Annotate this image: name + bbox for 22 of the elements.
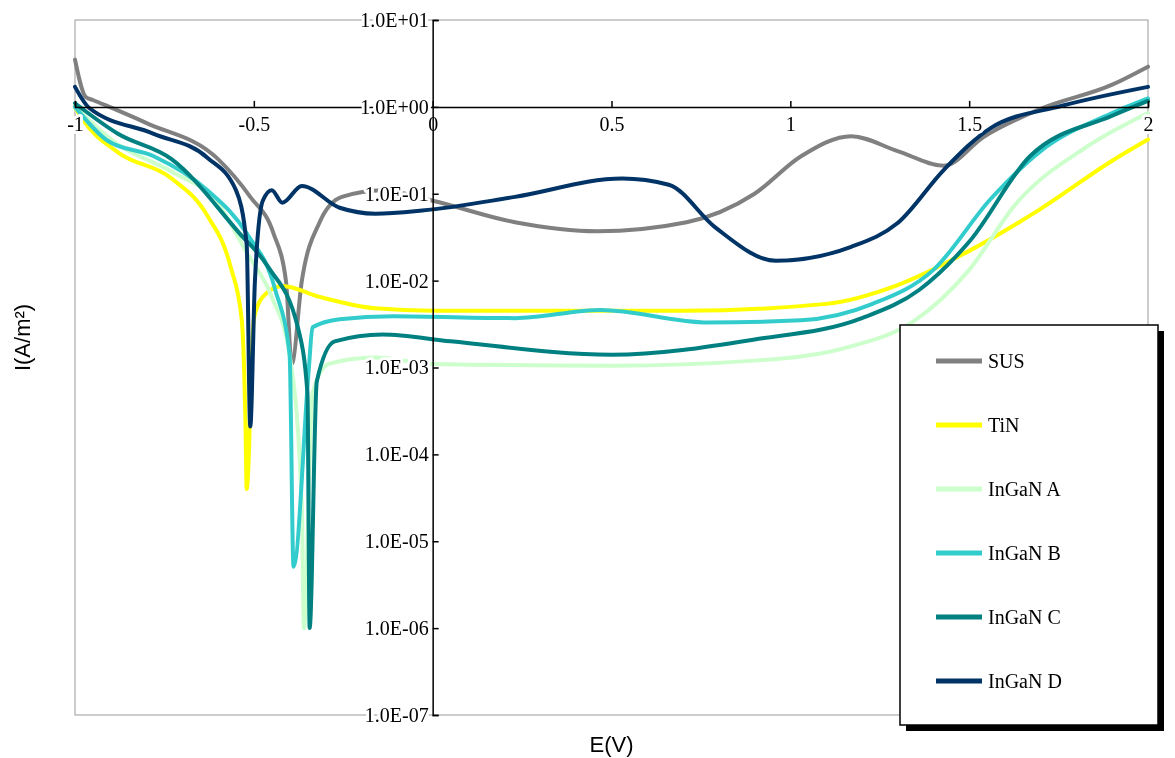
legend-label: TiN [988, 414, 1020, 436]
x-tick-label: -1 [67, 113, 84, 136]
y-tick-label: 1.0E-07 [364, 703, 429, 726]
legend-label: InGaN A [988, 478, 1062, 500]
y-tick-label: 1.0E-05 [364, 530, 429, 553]
x-tick-label: -0.5 [238, 113, 271, 136]
x-tick-label: 2 [1143, 113, 1154, 136]
y-tick-label: 1.0E+01 [360, 8, 429, 31]
legend-label: SUS [988, 350, 1025, 372]
y-tick-label: 1.0E-02 [364, 269, 429, 292]
legend-label: InGaN C [988, 606, 1061, 628]
x-tick-label: 1.5 [957, 113, 983, 136]
y-tick-label: 1.0E-04 [364, 443, 429, 466]
legend-label: InGaN B [988, 542, 1061, 564]
y-axis-title: I(A/m²) [10, 303, 35, 372]
x-tick-label: 0.5 [599, 113, 625, 136]
y-tick-label: 1.0E-03 [364, 356, 429, 379]
x-tick-label: 1 [785, 113, 796, 136]
legend-label: InGaN D [988, 670, 1062, 692]
y-tick-label: 1.0E-01 [364, 182, 429, 205]
x-axis-title: E(V) [589, 732, 634, 757]
y-tick-label: 1.0E-06 [364, 617, 429, 640]
